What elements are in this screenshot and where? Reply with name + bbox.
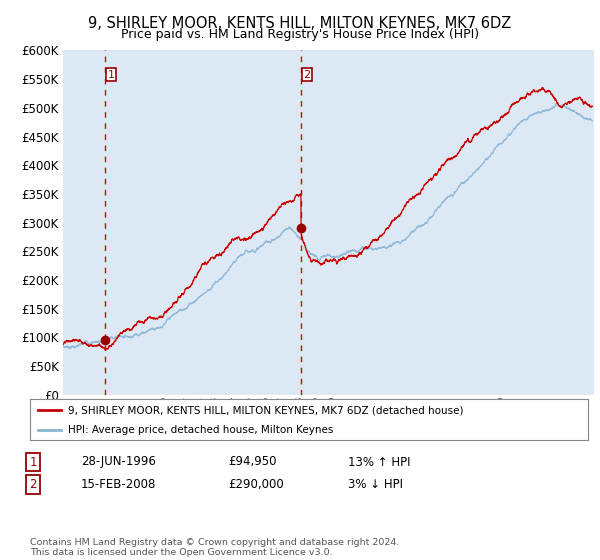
Text: 13% ↑ HPI: 13% ↑ HPI	[348, 455, 410, 469]
Text: 2: 2	[29, 478, 37, 491]
Text: 9, SHIRLEY MOOR, KENTS HILL, MILTON KEYNES, MK7 6DZ (detached house): 9, SHIRLEY MOOR, KENTS HILL, MILTON KEYN…	[68, 405, 463, 415]
Text: 1: 1	[107, 69, 115, 80]
Text: HPI: Average price, detached house, Milton Keynes: HPI: Average price, detached house, Milt…	[68, 424, 334, 435]
Text: 2: 2	[304, 69, 311, 80]
Text: 9, SHIRLEY MOOR, KENTS HILL, MILTON KEYNES, MK7 6DZ: 9, SHIRLEY MOOR, KENTS HILL, MILTON KEYN…	[88, 16, 512, 31]
Text: £94,950: £94,950	[228, 455, 277, 469]
Text: 3% ↓ HPI: 3% ↓ HPI	[348, 478, 403, 491]
Text: Price paid vs. HM Land Registry's House Price Index (HPI): Price paid vs. HM Land Registry's House …	[121, 28, 479, 41]
Text: 1: 1	[29, 455, 37, 469]
Text: Contains HM Land Registry data © Crown copyright and database right 2024.
This d: Contains HM Land Registry data © Crown c…	[30, 538, 400, 557]
Text: 28-JUN-1996: 28-JUN-1996	[81, 455, 156, 469]
Text: 15-FEB-2008: 15-FEB-2008	[81, 478, 157, 491]
Text: £290,000: £290,000	[228, 478, 284, 491]
